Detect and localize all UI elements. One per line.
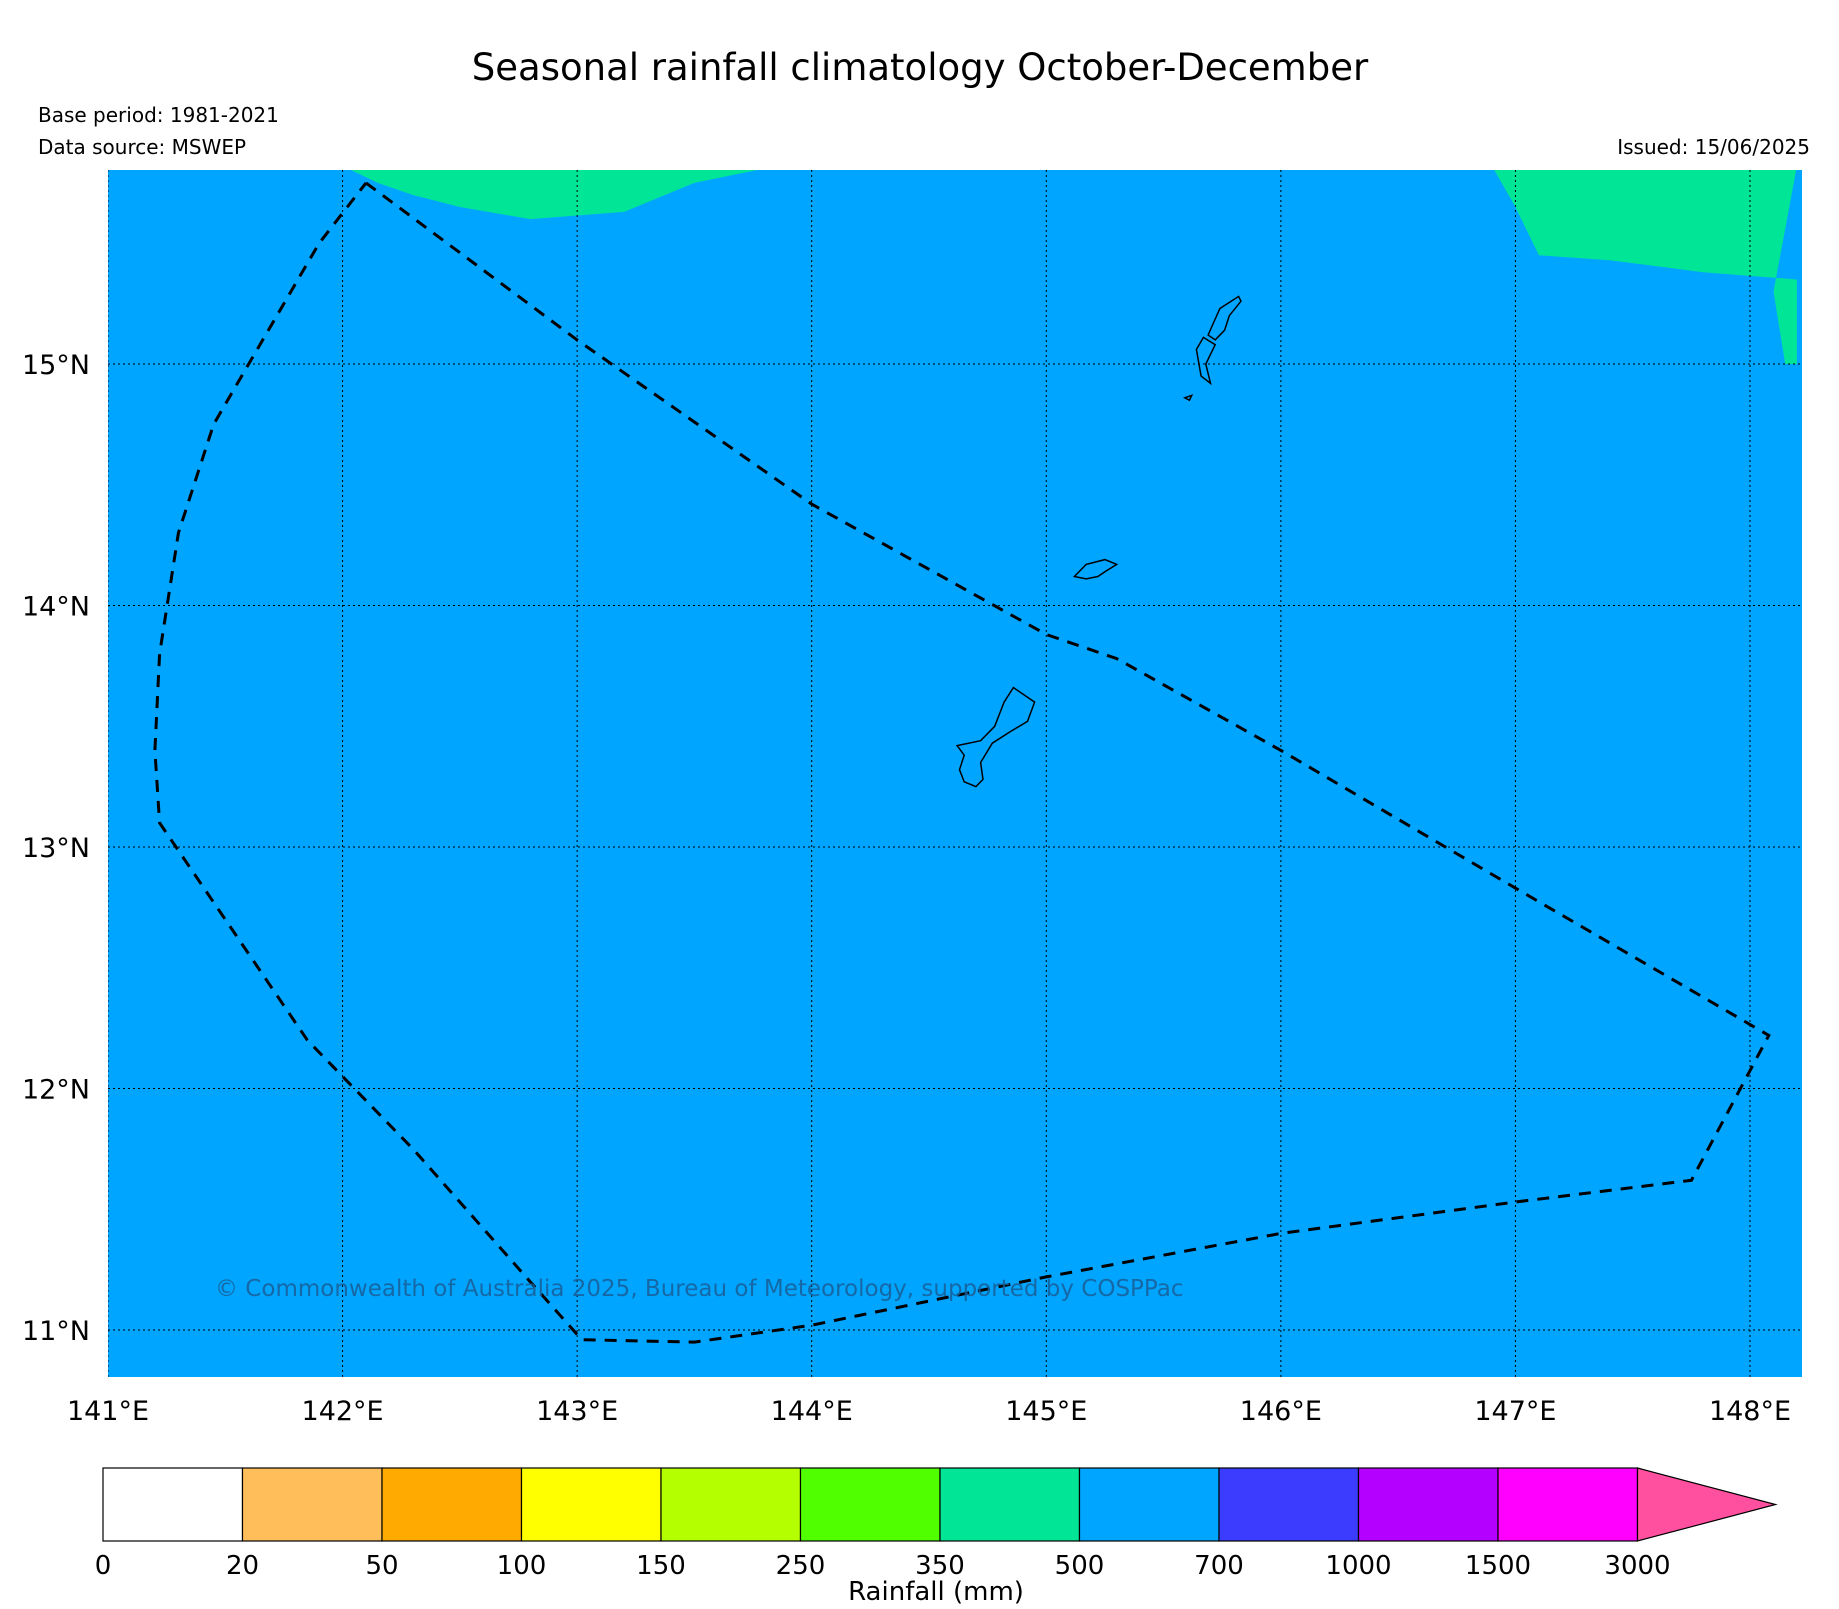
colorbar-segment	[102, 1467, 244, 1542]
island-coastline	[1207, 295, 1242, 341]
colorbar-segment	[520, 1467, 662, 1542]
rainfall-field-500-700	[108, 170, 1802, 1377]
colorbar-tick-label: 150	[636, 1551, 686, 1581]
data-source-text: Data source: MSWEP	[38, 135, 246, 159]
colorbar-segment	[1218, 1467, 1360, 1542]
colorbar-segment	[799, 1467, 941, 1542]
map-panel	[108, 170, 1802, 1377]
colorbar-segment	[381, 1467, 523, 1542]
colorbar-tick-label: 0	[95, 1551, 112, 1581]
island-coastline	[1195, 336, 1217, 386]
colorbar-tick-label: 350	[915, 1551, 965, 1581]
longitude-tick-label: 148°E	[1709, 1396, 1791, 1427]
island-coastline	[955, 686, 1036, 788]
colorbar-tick-label: 250	[776, 1551, 826, 1581]
island-coastline	[1182, 394, 1194, 402]
eez-boundary-line	[153, 181, 1771, 1344]
base-period-text: Base period: 1981-2021	[38, 103, 279, 127]
colorbar-label: Rainfall (mm)	[848, 1577, 1024, 1607]
figure-title: Seasonal rainfall climatology October-De…	[472, 46, 1369, 89]
colorbar-tick-label: 20	[226, 1551, 259, 1581]
issued-date-text: Issued: 15/06/2025	[1617, 135, 1810, 159]
longitude-tick-label: 146°E	[1240, 1396, 1322, 1427]
colorbar-tick-label: 50	[365, 1551, 398, 1581]
latitude-tick-label: 13°N	[22, 833, 90, 864]
colorbar-extend-arrow	[1636, 1467, 1778, 1542]
latitude-tick-label: 12°N	[22, 1075, 90, 1106]
copyright-text: © Commonwealth of Australia 2025, Bureau…	[215, 1276, 1184, 1302]
latitude-tick-label: 15°N	[22, 350, 90, 381]
longitude-tick-label: 147°E	[1474, 1396, 1556, 1427]
colorbar-segment	[660, 1467, 802, 1542]
longitude-tick-label: 142°E	[302, 1396, 384, 1427]
colorbar-tick-label: 500	[1055, 1551, 1105, 1581]
rainfall-field-350-500-region	[1494, 170, 1797, 364]
colorbar-tick-label: 700	[1194, 1551, 1244, 1581]
longitude-tick-label: 144°E	[771, 1396, 853, 1427]
latitude-tick-label: 14°N	[22, 592, 90, 623]
longitude-tick-label: 141°E	[67, 1396, 149, 1427]
colorbar-tick-label: 100	[497, 1551, 547, 1581]
longitude-tick-label: 143°E	[536, 1396, 618, 1427]
latitude-tick-label: 11°N	[22, 1316, 90, 1347]
rainfall-field-350-500-region	[350, 170, 758, 220]
colorbar-segment	[241, 1467, 383, 1542]
colorbar-segment	[1497, 1467, 1639, 1542]
colorbar-segment	[939, 1467, 1081, 1542]
colorbar-tick-label: 1500	[1465, 1551, 1531, 1581]
colorbar-tick-label: 1000	[1325, 1551, 1391, 1581]
island-coastline	[1072, 558, 1119, 580]
longitude-tick-label: 145°E	[1005, 1396, 1087, 1427]
colorbar-segment	[1078, 1467, 1220, 1542]
colorbar: 0 20 50 100 150 250 350 500 700 1000 1500 3000	[95, 1467, 1778, 1581]
colorbar-segment	[1357, 1467, 1499, 1542]
colorbar-tick-label: 3000	[1604, 1551, 1670, 1581]
